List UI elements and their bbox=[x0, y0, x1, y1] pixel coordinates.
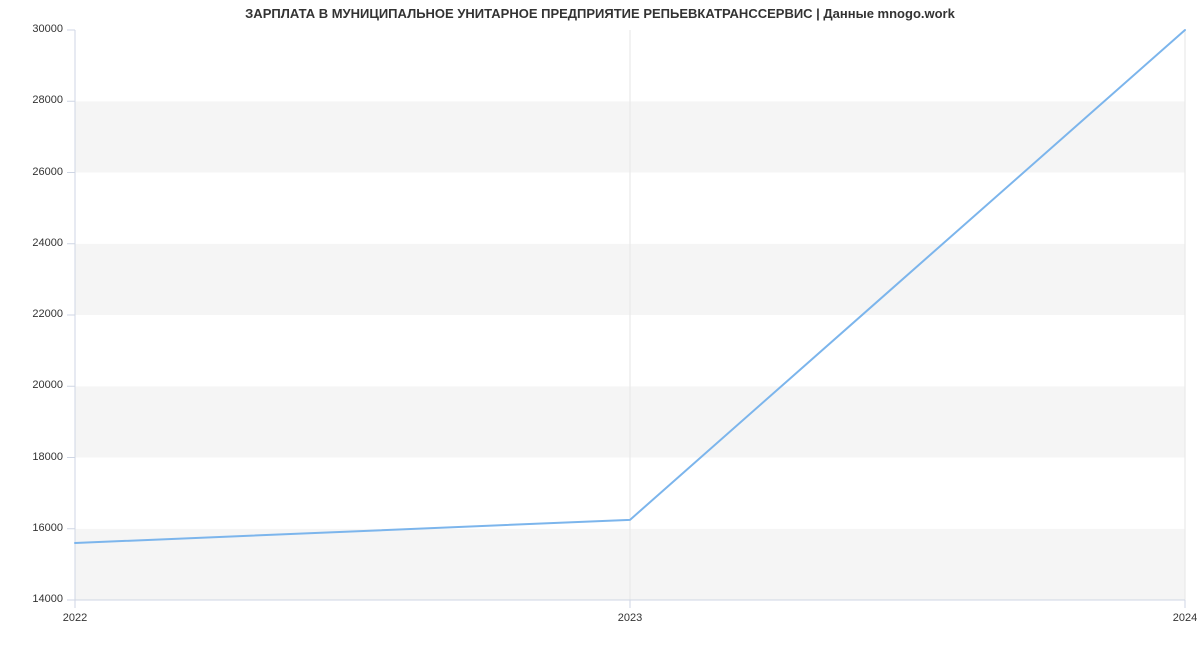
y-axis-tick-label: 18000 bbox=[32, 451, 63, 463]
x-axis-tick-label: 2024 bbox=[1155, 612, 1200, 624]
y-axis-tick-label: 16000 bbox=[32, 522, 63, 534]
y-axis-tick-label: 28000 bbox=[32, 94, 63, 106]
x-axis-tick-label: 2023 bbox=[600, 612, 660, 624]
y-axis-tick-label: 30000 bbox=[32, 23, 63, 35]
y-axis-tick-label: 24000 bbox=[32, 237, 63, 249]
y-axis-tick-label: 26000 bbox=[32, 166, 63, 178]
salary-line-chart: ЗАРПЛАТА В МУНИЦИПАЛЬНОЕ УНИТАРНОЕ ПРЕДП… bbox=[0, 0, 1200, 650]
x-axis-tick-label: 2022 bbox=[45, 612, 105, 624]
y-axis-tick-label: 14000 bbox=[32, 593, 63, 605]
plot-area bbox=[75, 30, 1185, 600]
y-axis-tick-label: 22000 bbox=[32, 308, 63, 320]
chart-title: ЗАРПЛАТА В МУНИЦИПАЛЬНОЕ УНИТАРНОЕ ПРЕДП… bbox=[0, 6, 1200, 21]
y-axis-tick-label: 20000 bbox=[32, 379, 63, 391]
